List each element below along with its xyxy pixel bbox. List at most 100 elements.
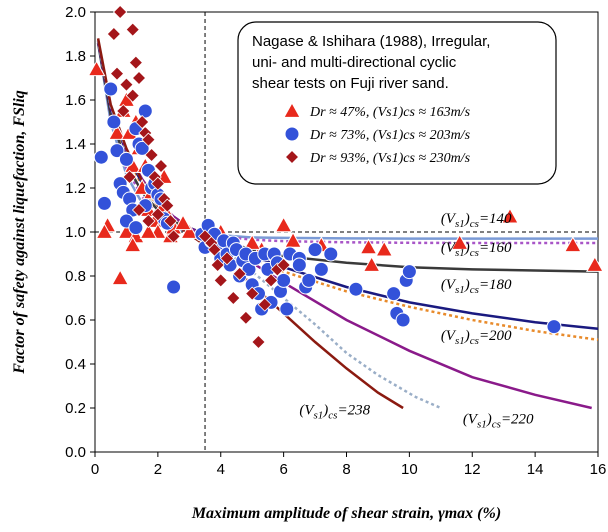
y-tick-label: 0.6 xyxy=(65,312,86,329)
data-point-diamond xyxy=(128,55,143,70)
legend-title-line: uni- and multi-directional cyclic xyxy=(252,54,457,71)
data-point-circle xyxy=(279,301,295,317)
data-point-diamond xyxy=(113,4,128,20)
y-tick-label: 1.2 xyxy=(65,180,86,197)
data-point-triangle xyxy=(111,269,129,286)
legend-entry-label: Dr ≈ 73%, (Vs1)cs ≈ 203m/s xyxy=(309,128,471,143)
y-tick-label: 0.4 xyxy=(65,356,86,373)
data-point-circle xyxy=(128,220,144,236)
data-point-circle xyxy=(546,319,562,335)
data-point-diamond xyxy=(276,257,291,273)
data-point-diamond xyxy=(144,147,159,163)
data-point-diamond xyxy=(207,242,222,257)
curve-label: (Vs1)cs=140 xyxy=(441,211,512,230)
data-point-diamond xyxy=(135,114,150,130)
y-tick-label: 1.6 xyxy=(65,92,86,109)
x-tick-label: 16 xyxy=(590,461,607,478)
data-point-diamond xyxy=(153,158,169,174)
legend-entry-label: Dr ≈ 47%, (Vs1)cs ≈ 163m/s xyxy=(309,105,471,120)
fit-curve xyxy=(96,42,598,245)
data-point-diamond xyxy=(150,207,165,222)
data-point-triangle xyxy=(243,233,262,250)
legend-entry-label: Dr ≈ 93%, (Vs1)cs ≈ 230m/s xyxy=(309,151,471,166)
curve-label: (Vs1)cs=180 xyxy=(441,277,512,296)
data-point-diamond xyxy=(125,88,140,103)
data-point-circle xyxy=(395,312,411,328)
data-point-diamond xyxy=(163,213,178,229)
data-point-circle xyxy=(137,103,153,119)
legend-box xyxy=(237,21,557,185)
x-tick-label: 14 xyxy=(527,461,544,478)
y-tick-label: 2.0 xyxy=(65,4,86,21)
y-tick-label: 1.4 xyxy=(65,136,86,153)
y-tick-label: 0.0 xyxy=(65,444,86,461)
y-tick-label: 0.8 xyxy=(65,268,86,285)
data-point-triangle xyxy=(95,222,114,239)
data-point-circle xyxy=(291,257,307,273)
data-point-circle xyxy=(323,246,339,262)
legend: Nagase & Ishihara (1988), Irregular, uni-… xyxy=(237,21,557,185)
data-point-diamond xyxy=(263,273,279,288)
y-tick-label: 0.2 xyxy=(65,400,86,417)
curve-label: (Vs1)cs=220 xyxy=(463,411,534,430)
data-point-diamond xyxy=(166,229,181,244)
data-point-diamond xyxy=(141,132,156,147)
data-point-triangle xyxy=(274,216,293,233)
data-point-diamond xyxy=(150,176,165,191)
data-point-diamond xyxy=(232,266,247,281)
data-point-triangle xyxy=(123,236,142,253)
data-point-triangle xyxy=(174,214,192,231)
legend-title-line: Nagase & Ishihara (1988), Irregular, xyxy=(252,33,490,50)
data-point-circle xyxy=(401,264,417,280)
data-point-triangle xyxy=(108,123,126,140)
data-point-diamond xyxy=(109,66,125,81)
x-tick-label: 4 xyxy=(217,461,225,478)
curve-label: (Vs1)cs=160 xyxy=(441,240,512,259)
data-point-diamond xyxy=(251,334,266,350)
data-point-diamond xyxy=(213,273,228,288)
data-point-diamond xyxy=(122,169,137,185)
data-point-triangle xyxy=(375,240,394,257)
y-tick-label: 1.0 xyxy=(65,224,86,241)
y-tick-label: 1.8 xyxy=(65,48,86,65)
data-point-triangle xyxy=(362,255,381,272)
data-point-circle xyxy=(109,143,125,159)
data-point-circle xyxy=(96,195,112,211)
data-point-circle xyxy=(348,281,364,297)
data-point-triangle xyxy=(564,236,582,253)
data-point-diamond xyxy=(245,286,260,301)
data-point-circle xyxy=(134,140,150,156)
x-tick-label: 12 xyxy=(464,461,481,478)
data-point-circle xyxy=(386,286,402,302)
x-tick-label: 10 xyxy=(401,461,418,478)
data-point-diamond xyxy=(119,77,134,92)
data-point-diamond xyxy=(210,257,225,273)
data-point-diamond xyxy=(141,213,156,229)
data-point-diamond xyxy=(106,26,121,42)
data-point-triangle xyxy=(586,255,604,272)
axis-ticks: 0 2 4 6 8 10 12 14 16 0.0 0.2 0.4 0.6 0.8 1.0 1.2 1.4 1.6… xyxy=(65,4,606,478)
curve-label: (Vs1)cs=200 xyxy=(441,328,512,347)
data-point-circle xyxy=(307,242,323,258)
data-point-diamond xyxy=(116,103,131,119)
data-point-circle xyxy=(166,279,182,295)
data-point-circle xyxy=(313,261,329,277)
data-point-triangle xyxy=(284,231,302,248)
data-point-diamond xyxy=(238,310,253,325)
legend-marker-triangle xyxy=(283,101,301,118)
data-point-diamond xyxy=(125,22,140,37)
data-point-diamond xyxy=(131,202,147,218)
data-point-diamond xyxy=(160,198,175,213)
y-axis-title: Factor of safety against liquefaction, F… xyxy=(11,90,28,375)
data-point-triangle xyxy=(87,60,106,77)
x-tick-label: 8 xyxy=(342,461,350,478)
data-point-triangle xyxy=(180,222,199,239)
legend-marker-circle xyxy=(284,126,300,142)
data-point-diamond xyxy=(131,70,147,86)
data-point-circle xyxy=(103,81,119,97)
data-point-triangle xyxy=(450,233,469,250)
x-tick-label: 0 xyxy=(91,461,99,478)
data-point-triangle xyxy=(501,207,519,224)
data-point-circle xyxy=(106,114,122,130)
